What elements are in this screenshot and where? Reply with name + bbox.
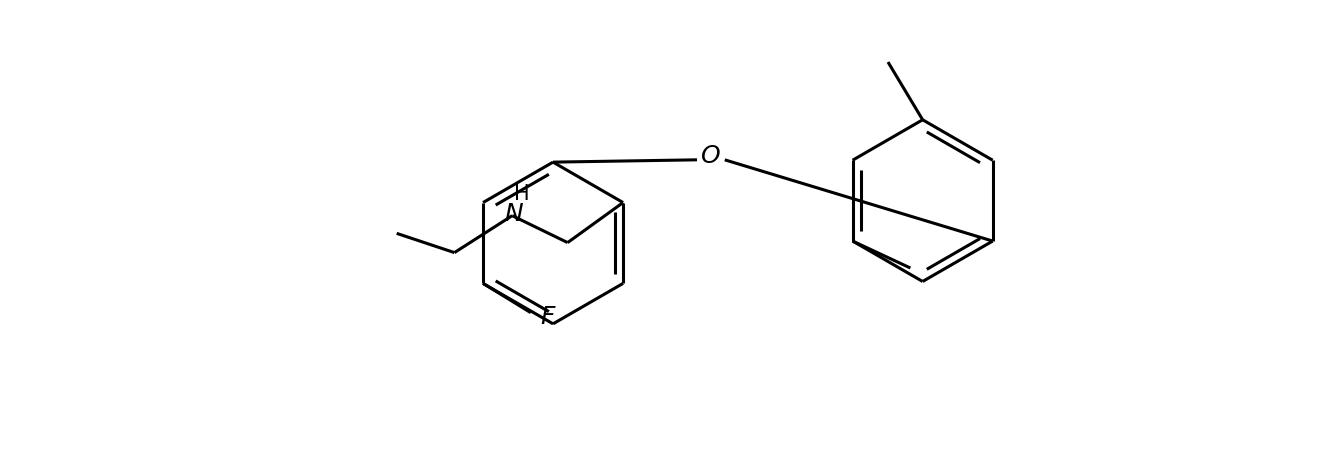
- Text: N: N: [505, 202, 523, 226]
- Text: O: O: [701, 144, 721, 168]
- Text: H: H: [514, 184, 530, 204]
- Text: F: F: [540, 304, 555, 329]
